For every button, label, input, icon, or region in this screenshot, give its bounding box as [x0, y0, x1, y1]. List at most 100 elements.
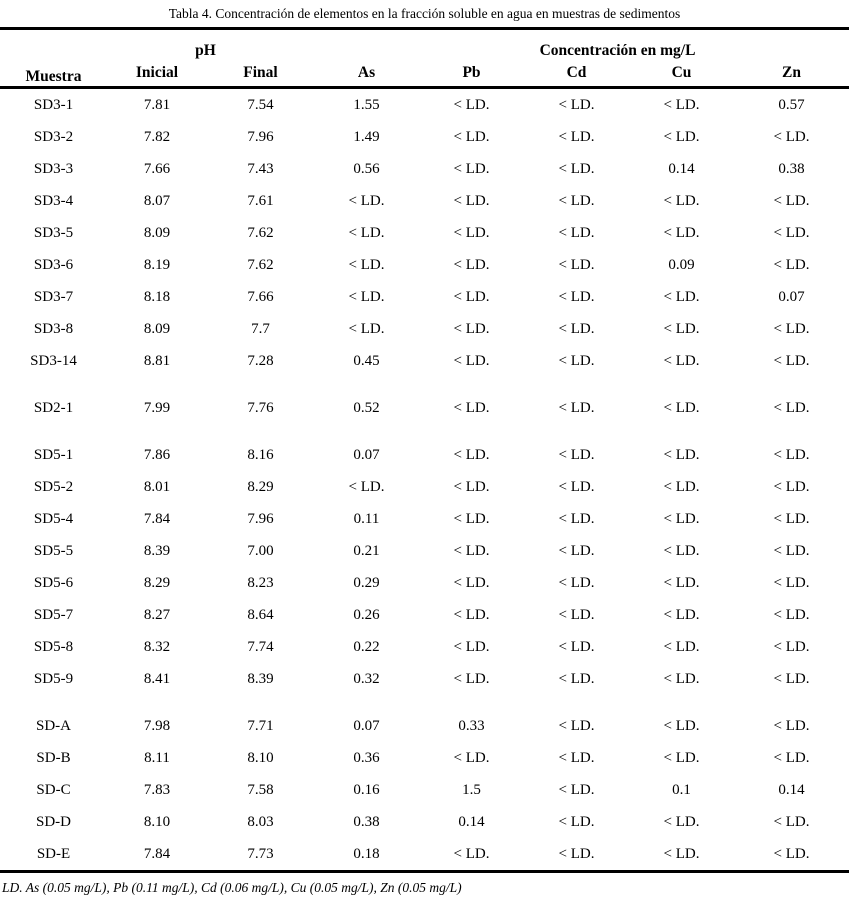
- cell-inicial: 8.27: [143, 606, 171, 623]
- group-spacer: [0, 695, 849, 710]
- cell-inicial: 7.86: [143, 446, 171, 463]
- cell-as: < LD.: [348, 224, 385, 241]
- row-label-muestra: SD3-6: [33, 256, 74, 273]
- cell-zn: < LD.: [773, 542, 810, 559]
- cell-as: 0.56: [353, 160, 380, 177]
- row-label-muestra: SD3-7: [33, 288, 74, 305]
- cell-cd: < LD.: [558, 781, 595, 798]
- cell-cu: 0.09: [668, 256, 695, 273]
- cell-pb: < LD.: [453, 320, 490, 337]
- cell-cu: < LD.: [663, 192, 700, 209]
- cell-inicial: 7.98: [143, 717, 171, 734]
- cell-cd: < LD.: [558, 224, 595, 241]
- cell-cd: < LD.: [558, 256, 595, 273]
- cell-cd: < LD.: [558, 320, 595, 337]
- cell-pb: < LD.: [453, 352, 490, 369]
- row-label-muestra: SD-E: [36, 845, 71, 862]
- cell-final: 7.62: [247, 256, 274, 273]
- table-row: SD5-6 8.29 8.23 0.29 < LD. < LD. < LD. < LD.: [0, 567, 849, 599]
- table-row: SD3-2 7.82 7.96 1.49 < LD. < LD. < LD. < LD.: [0, 121, 849, 153]
- cell-zn: < LD.: [773, 446, 810, 463]
- cell-final: 7.66: [247, 288, 274, 305]
- row-label-muestra: SD-D: [35, 813, 71, 830]
- cell-final: 7.96: [247, 128, 274, 145]
- cell-pb: 1.5: [462, 781, 481, 798]
- row-label-muestra: SD3-1: [33, 96, 74, 113]
- cell-pb: < LD.: [453, 638, 490, 655]
- table-row: SD5-1 7.86 8.16 0.07 < LD. < LD. < LD. < LD.: [0, 439, 849, 471]
- cell-as: 0.52: [353, 399, 380, 416]
- cell-final: 7.43: [247, 160, 274, 177]
- cell-pb: < LD.: [453, 845, 490, 862]
- col-header-final: Final: [243, 64, 278, 81]
- cell-pb: < LD.: [453, 399, 490, 416]
- cell-zn: < LD.: [773, 352, 810, 369]
- cell-as: 0.29: [353, 574, 380, 591]
- cell-as: 0.21: [353, 542, 380, 559]
- cell-cu: < LD.: [663, 478, 700, 495]
- cell-cd: < LD.: [558, 510, 595, 527]
- cell-cd: < LD.: [558, 288, 595, 305]
- row-label-muestra: SD-C: [36, 781, 71, 798]
- cell-pb: < LD.: [453, 542, 490, 559]
- cell-zn: < LD.: [773, 510, 810, 527]
- table-row: SD5-7 8.27 8.64 0.26 < LD. < LD. < LD. < LD.: [0, 599, 849, 631]
- cell-zn: < LD.: [773, 717, 810, 734]
- cell-as: 0.45: [353, 352, 380, 369]
- cell-cd: < LD.: [558, 446, 595, 463]
- cell-final: 7.00: [247, 542, 274, 559]
- cell-final: 7.74: [247, 638, 274, 655]
- cell-cd: < LD.: [558, 638, 595, 655]
- cell-as: 0.07: [353, 717, 380, 734]
- cell-as: 0.26: [353, 606, 380, 623]
- cell-zn: < LD.: [773, 224, 810, 241]
- col-header-cd: Cd: [566, 64, 587, 81]
- group-spacer: [0, 424, 849, 439]
- row-label-muestra: SD3-3: [33, 160, 74, 177]
- table-row: SD5-2 8.01 8.29 < LD. < LD. < LD. < LD. < LD.: [0, 471, 849, 503]
- cell-cu: < LD.: [663, 446, 700, 463]
- cell-pb: < LD.: [453, 606, 490, 623]
- table-row: SD-B 8.11 8.10 0.36 < LD. < LD. < LD. < LD.: [0, 742, 849, 774]
- cell-inicial: 8.07: [143, 192, 171, 209]
- cell-zn: 0.57: [778, 96, 805, 113]
- table-row: SD-C 7.83 7.58 0.16 1.5 < LD. 0.1 0.14: [0, 774, 849, 806]
- row-label-muestra: SD5-2: [33, 478, 74, 495]
- cell-inicial: 8.09: [143, 224, 171, 241]
- cell-final: 8.64: [247, 606, 274, 623]
- table-row: SD3-14 8.81 7.28 0.45 < LD. < LD. < LD. < LD.: [0, 345, 849, 377]
- table-row: SD5-5 8.39 7.00 0.21 < LD. < LD. < LD. < LD.: [0, 535, 849, 567]
- cell-as: < LD.: [348, 478, 385, 495]
- col-header-muestra: Muestra: [25, 68, 82, 85]
- cell-cd: < LD.: [558, 606, 595, 623]
- cell-final: 7.71: [247, 717, 274, 734]
- cell-cd: < LD.: [558, 352, 595, 369]
- cell-final: 7.58: [247, 781, 274, 798]
- col-header-inicial: Inicial: [135, 64, 179, 81]
- row-label-muestra: SD5-8: [33, 638, 74, 655]
- cell-pb: 0.33: [458, 717, 485, 734]
- cell-pb: < LD.: [453, 288, 490, 305]
- table-header: Muestra pH Concentración en mg/L Inicial…: [0, 29, 849, 88]
- table-row: SD5-4 7.84 7.96 0.11 < LD. < LD. < LD. < LD.: [0, 503, 849, 535]
- row-label-muestra: SD3-2: [33, 128, 74, 145]
- row-label-muestra: SD3-8: [33, 320, 74, 337]
- cell-inicial: 8.32: [143, 638, 171, 655]
- cell-cd: < LD.: [558, 749, 595, 766]
- cell-as: < LD.: [348, 256, 385, 273]
- cell-zn: < LD.: [773, 192, 810, 209]
- cell-final: 7.76: [247, 399, 274, 416]
- cell-as: 0.38: [353, 813, 380, 830]
- row-label-muestra: SD5-1: [33, 446, 74, 463]
- cell-final: 8.16: [247, 446, 274, 463]
- row-label-muestra: SD5-5: [33, 542, 74, 559]
- cell-cd: < LD.: [558, 813, 595, 830]
- col-header-cu: Cu: [671, 64, 692, 81]
- cell-cu: < LD.: [663, 813, 700, 830]
- cell-inicial: 8.19: [143, 256, 171, 273]
- cell-cd: < LD.: [558, 96, 595, 113]
- row-label-muestra: SD-A: [35, 717, 71, 734]
- cell-inicial: 7.84: [143, 510, 171, 527]
- cell-as: 0.07: [353, 446, 380, 463]
- cell-inicial: 8.18: [143, 288, 171, 305]
